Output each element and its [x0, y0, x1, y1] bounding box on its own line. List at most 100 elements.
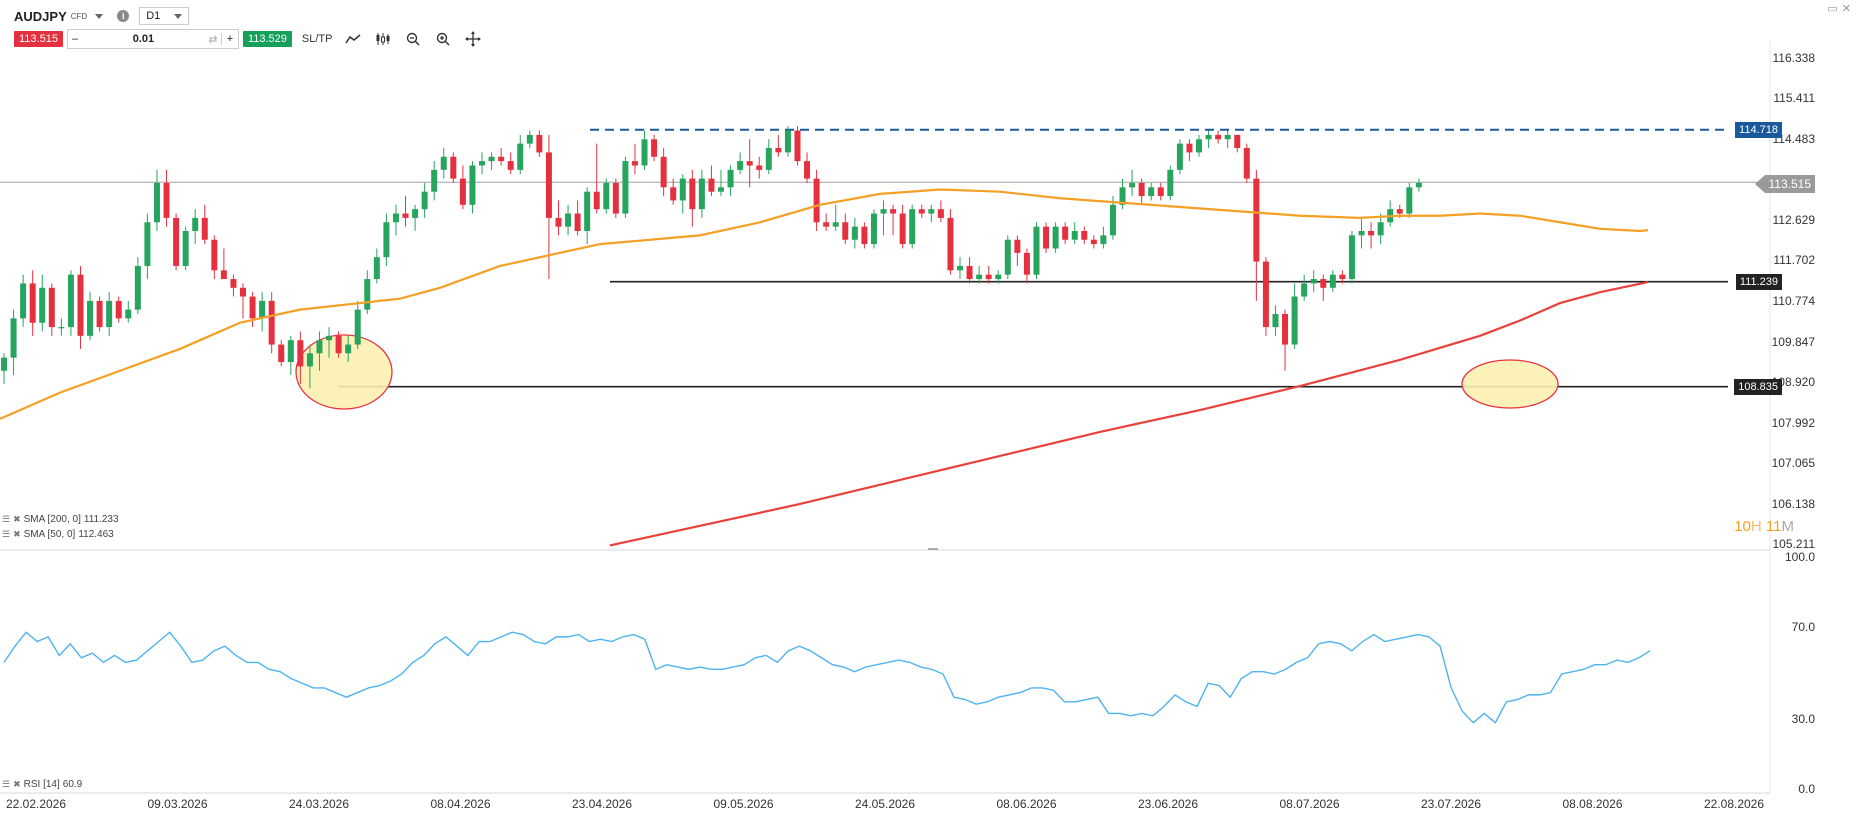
- candle-down: [823, 222, 830, 227]
- candle-down: [555, 217, 562, 227]
- candle-down: [450, 156, 457, 179]
- candle-down: [1368, 231, 1375, 236]
- candle-up: [1, 357, 7, 371]
- candle-up: [316, 340, 323, 354]
- swap-icon[interactable]: ⇄: [208, 33, 218, 46]
- symbol-dropdown-icon[interactable]: [95, 13, 104, 19]
- candle-up: [440, 156, 447, 170]
- candle-down: [1023, 252, 1030, 275]
- candle-down: [545, 152, 552, 218]
- time-tick-label: 23.06.2026: [1137, 797, 1199, 811]
- quantity-input[interactable]: 0.01: [132, 33, 155, 45]
- candle-down: [77, 274, 84, 336]
- remove-indicator-icon[interactable]: ✖: [13, 529, 21, 539]
- price-tick-label: 106.138: [1771, 496, 1815, 511]
- candle-up: [1205, 134, 1212, 140]
- zoom-out-icon[interactable]: [404, 30, 422, 48]
- candle-up: [469, 165, 476, 205]
- sltp-button[interactable]: SL/TP: [301, 33, 333, 45]
- candle-up: [603, 182, 610, 210]
- time-tick-label: 09.05.2026: [713, 797, 774, 811]
- indicators-icon[interactable]: [374, 30, 392, 48]
- candle-down: [966, 265, 973, 280]
- candle-up: [431, 169, 438, 192]
- sma50-label: SMA [50, 0]: [23, 529, 76, 540]
- candle-up: [851, 226, 858, 240]
- candle-up: [565, 213, 572, 227]
- candle-up: [192, 217, 199, 232]
- minimize-icon[interactable]: ▭: [1827, 3, 1838, 15]
- candle-down: [651, 139, 658, 157]
- candle-up: [421, 191, 428, 210]
- candle-down: [201, 217, 208, 240]
- candle-down: [842, 222, 849, 240]
- time-tick-label: 24.05.2026: [854, 797, 916, 811]
- candle-down: [459, 178, 466, 205]
- candle-down: [507, 161, 514, 170]
- price-tick-label: 112.629: [1772, 213, 1816, 227]
- settings-icon[interactable]: ☰: [2, 529, 11, 539]
- rsi-label: RSI [14]: [23, 779, 60, 790]
- candle-up: [412, 209, 419, 218]
- legend-rsi: ☰ ✖ RSI [14] 60.9: [2, 779, 82, 790]
- sell-price-button[interactable]: 113.515: [14, 31, 63, 47]
- time-tick-label: 08.08.2026: [1562, 797, 1623, 811]
- candle-up: [1329, 274, 1336, 288]
- timeframe-select[interactable]: D1: [139, 7, 190, 25]
- time-tick-label: 08.06.2026: [996, 797, 1057, 811]
- countdown-h-unit: H: [1750, 518, 1762, 535]
- candle-up: [1406, 187, 1413, 214]
- candle-down: [1282, 313, 1289, 345]
- candle-down: [498, 156, 505, 162]
- candle-up: [880, 209, 887, 214]
- candle-up: [526, 134, 533, 144]
- candle-down: [402, 213, 409, 218]
- settings-icon[interactable]: ☰: [2, 514, 11, 524]
- candle-down: [1138, 182, 1145, 197]
- candle-up: [287, 340, 294, 363]
- sma50-value: 112.463: [78, 529, 114, 540]
- panel-resize-handle: [928, 548, 938, 550]
- candle-down: [1043, 226, 1050, 249]
- settings-icon[interactable]: ☰: [2, 779, 11, 789]
- quantity-stepper[interactable]: – 0.01 ⇄ +: [66, 29, 239, 49]
- candle-up: [1167, 169, 1174, 197]
- candle-up: [1176, 143, 1183, 170]
- timeframe-value: D1: [146, 10, 161, 22]
- window-controls: ▭ ✕: [1827, 2, 1851, 15]
- sma50-line: [0, 188, 1649, 420]
- increase-quantity-button[interactable]: +: [220, 33, 238, 45]
- candle-down: [240, 287, 246, 297]
- buy-price-button[interactable]: 113.529: [242, 31, 292, 47]
- candle-up: [364, 279, 371, 310]
- zoom-in-icon[interactable]: [434, 30, 452, 48]
- legend-sma50: ☰ ✖ SMA [50, 0] 112.463: [2, 529, 114, 540]
- remove-indicator-icon[interactable]: ✖: [13, 779, 21, 789]
- candle-up: [345, 344, 352, 354]
- candle-up: [765, 148, 772, 170]
- candle-up: [737, 161, 744, 170]
- candle-down: [96, 300, 103, 328]
- candle-down: [48, 287, 55, 328]
- remove-indicator-icon[interactable]: ✖: [13, 514, 21, 524]
- candle-up: [259, 300, 266, 319]
- candle-down: [890, 209, 897, 214]
- candle-up: [679, 178, 686, 201]
- line-chart-icon[interactable]: [344, 30, 362, 48]
- decrease-quantity-button[interactable]: –: [71, 33, 79, 45]
- candle-down: [278, 344, 285, 363]
- close-icon[interactable]: ✕: [1841, 3, 1851, 15]
- crosshair-icon[interactable]: [464, 30, 482, 48]
- current-price-tag: 113.515: [1754, 175, 1815, 193]
- candle-up: [354, 309, 361, 345]
- candle-up: [153, 182, 160, 223]
- candle-down: [220, 270, 227, 280]
- info-icon[interactable]: i: [117, 10, 130, 22]
- symbol-bar: AUDJPY CFD i D1: [14, 5, 190, 27]
- candle-up: [1148, 187, 1155, 197]
- symbol-name[interactable]: AUDJPY: [14, 8, 67, 24]
- sma200-value: 111.233: [83, 514, 119, 525]
- candle-up: [517, 143, 524, 170]
- candle-down: [1215, 134, 1222, 140]
